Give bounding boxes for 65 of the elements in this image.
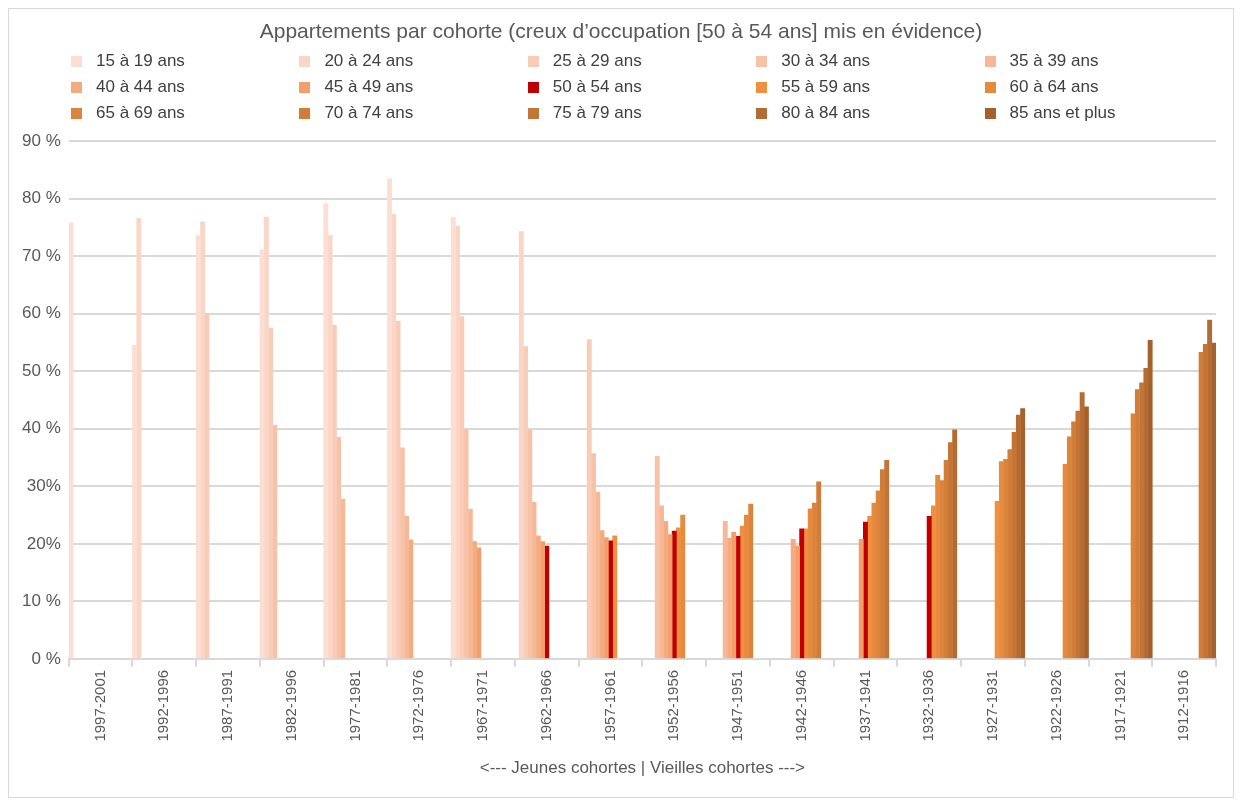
bar [323, 203, 329, 659]
bar [603, 537, 609, 659]
bar [654, 456, 660, 659]
bar [790, 538, 796, 659]
x-tick-label: 1947-1951 [728, 669, 746, 742]
y-tick-label: 60 % [22, 303, 61, 323]
x-tick-label: 1917-1921 [1110, 669, 1128, 742]
bar [1147, 339, 1153, 659]
bar [518, 231, 524, 659]
x-tick-label: 1967-1971 [473, 669, 491, 742]
legend-label: 60 à 64 ans [1009, 77, 1099, 97]
bar [671, 530, 677, 659]
legend-label: 75 à 79 ans [552, 103, 642, 123]
chart-title: Appartements par cohorte (creux d’occupation [50 à 54 ans] mis en évidence) [258, 18, 984, 44]
y-tick-label: 0 % [31, 648, 61, 668]
y-tick-label: 20% [26, 533, 61, 553]
y-tick-label: 90 % [22, 130, 61, 150]
bar [722, 521, 728, 659]
legend-label: 85 ans et plus [1009, 103, 1116, 123]
bar [387, 178, 393, 659]
legend-label: 20 à 24 ans [324, 51, 414, 71]
x-tick-label: 1927-1931 [983, 669, 1001, 742]
legend-label: 55 à 59 ans [781, 77, 871, 97]
x-tick-label: 1962-1966 [536, 669, 554, 742]
x-tick-label: 1957-1961 [600, 669, 618, 742]
x-tick-label: 1992-1996 [154, 669, 172, 742]
bar [467, 508, 473, 659]
x-tick-label: 1997-2001 [90, 669, 108, 742]
y-tick-label: 70 % [22, 245, 61, 265]
legend-label: 40 à 44 ans [96, 77, 185, 97]
bar [535, 535, 541, 659]
legend-label: 80 à 84 ans [781, 103, 871, 123]
x-tick-label: 1952-1956 [664, 669, 682, 742]
legend-label: 45 à 49 ans [324, 77, 414, 97]
legend-label: 15 à 19 ans [96, 51, 185, 71]
y-tick-label: 40 % [22, 418, 61, 438]
bar [395, 320, 401, 659]
x-tick-label: 1937-1941 [855, 669, 873, 742]
y-tick-label: 30% [26, 476, 61, 495]
y-tick-label: 50 % [22, 360, 61, 380]
bar [1198, 351, 1204, 659]
bar [926, 515, 932, 659]
y-tick-label: 80 % [22, 188, 61, 208]
y-tick-label: 10 % [22, 591, 61, 611]
bar [943, 460, 949, 659]
x-tick-label: 1942-1946 [791, 669, 809, 742]
legend-label: 35 à 39 ans [1009, 51, 1099, 71]
bar [858, 538, 864, 659]
bar [1011, 431, 1017, 659]
x-axis-title: <--- Jeunes cohortes | Vieilles cohortes ---> [479, 758, 806, 778]
x-tick-label: 1982-1996 [281, 669, 299, 742]
bar [586, 339, 592, 659]
x-tick-label: 1987-1991 [218, 669, 236, 742]
bar [1079, 392, 1085, 659]
x-tick-label: 1912-1916 [1174, 669, 1192, 742]
x-tick-label: 1922-1926 [1046, 669, 1064, 742]
x-tick-label: 1972-1976 [409, 669, 427, 742]
legend-label: 70 à 74 ans [324, 103, 414, 123]
legend-label: 65 à 69 ans [96, 103, 185, 123]
legend-label: 25 à 29 ans [552, 51, 642, 71]
x-tick-label: 1977-1981 [345, 669, 363, 742]
legend-label: 30 à 34 ans [781, 51, 871, 71]
legend-label: 50 à 54 ans [552, 77, 642, 97]
x-tick-label: 1932-1936 [919, 669, 937, 742]
bar [450, 217, 456, 659]
